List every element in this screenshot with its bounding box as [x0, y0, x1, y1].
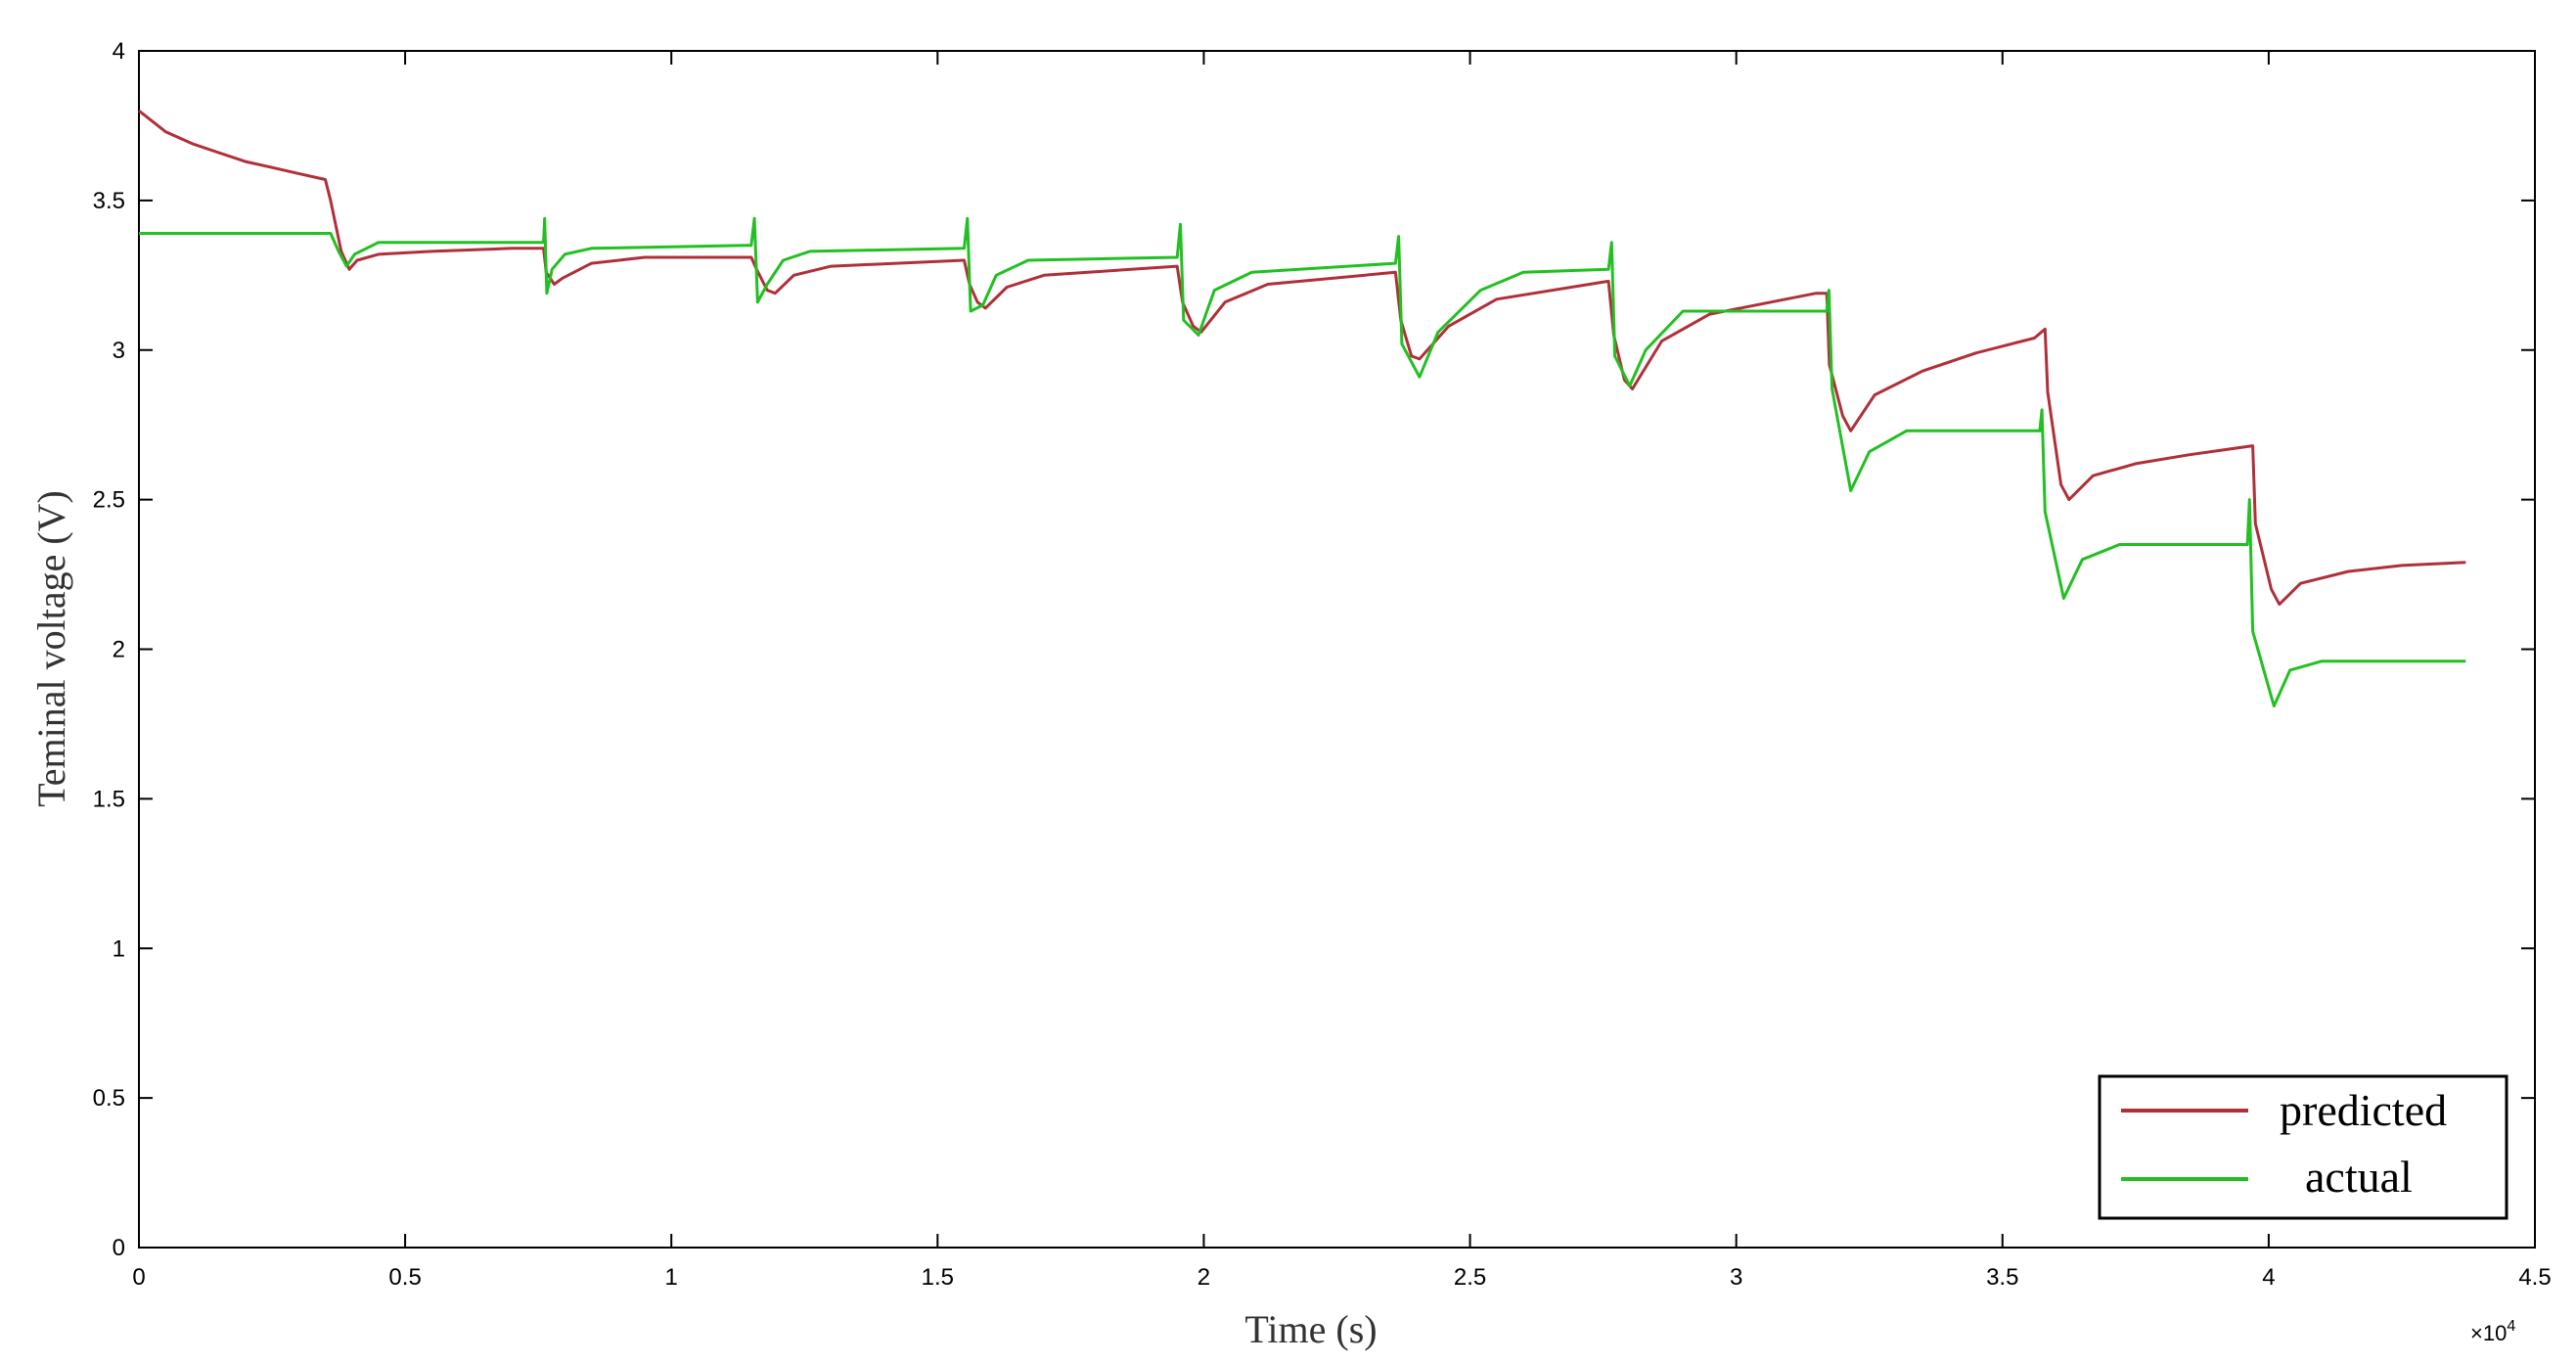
x-tick-label: 4	[2262, 1264, 2275, 1291]
y-tick-label: 0.5	[93, 1085, 125, 1112]
legend-label-predicted: predicted	[2280, 1085, 2447, 1135]
y-tick-labels: 0 0.5 1 1.5 2 2.5 3 3.5 4	[93, 38, 125, 1261]
x-tick-label: 1.5	[922, 1264, 954, 1291]
x-tick-label: 0.5	[388, 1264, 421, 1291]
y-tick-label: 1.5	[93, 786, 125, 812]
legend: predicted actual	[2098, 1074, 2508, 1220]
legend-label-actual: actual	[2305, 1152, 2413, 1202]
y-tick-label: 3	[113, 338, 125, 364]
x-tick-label: 1	[665, 1264, 678, 1291]
tick-marks	[138, 50, 2536, 1249]
y-tick-label: 2	[113, 637, 125, 663]
y-tick-label: 2.5	[93, 487, 125, 514]
x-tick-label: 3	[1730, 1264, 1742, 1291]
y-tick-label: 4	[113, 38, 125, 65]
plot-area	[138, 50, 2536, 1249]
series-lines	[138, 110, 2466, 708]
x-tick-label: 3.5	[1986, 1264, 2018, 1291]
x-tick-label: 2.5	[1454, 1264, 1486, 1291]
y-axis-label: Teminal voltage (V)	[29, 490, 73, 807]
legend-box	[2098, 1074, 2508, 1220]
y-tick-label: 1	[113, 935, 125, 962]
x-tick-labels: 0 0.5 1 1.5 2 2.5 3 3.5 4 4.5	[132, 1264, 2551, 1291]
x-exponent: ×104	[2470, 1318, 2515, 1345]
x-tick-label: 0	[132, 1264, 145, 1291]
y-tick-label: 0	[113, 1235, 125, 1261]
series-line-predicted	[138, 110, 2466, 607]
x-tick-label: 2	[1198, 1264, 1210, 1291]
series-line-actual	[139, 216, 2466, 708]
y-tick-label: 3.5	[93, 188, 125, 214]
x-axis-label: Time (s)	[1244, 1307, 1377, 1351]
x-tick-label: 4.5	[2518, 1264, 2551, 1291]
